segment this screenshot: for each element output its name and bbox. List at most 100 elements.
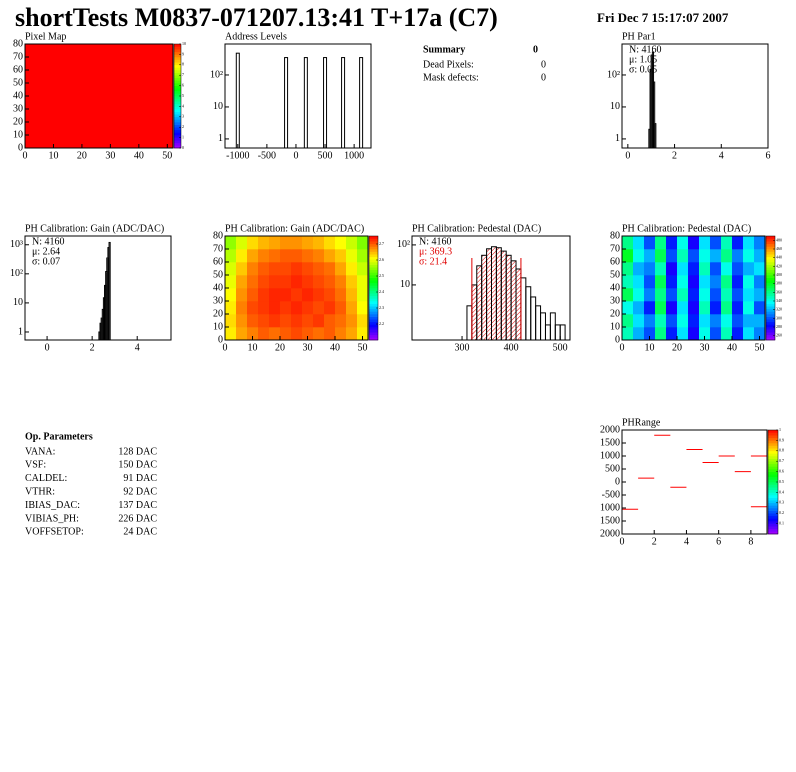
- heatmap-cell: [236, 327, 248, 341]
- y-tick-label: 500: [605, 463, 620, 474]
- stats-line: N: 4160: [32, 236, 65, 247]
- summary-label: Dead Pixels:: [423, 59, 474, 70]
- parameter-value: 24 DAC: [123, 527, 157, 538]
- colorbar-label: 0.9: [779, 437, 784, 442]
- heatmap-cell: [644, 236, 656, 250]
- y-tick-label: 60: [13, 64, 23, 75]
- heatmap-cell: [622, 236, 634, 250]
- heatmap-cell: [247, 249, 259, 263]
- colorbar-step: [768, 458, 778, 462]
- colorbar-step: [174, 111, 181, 115]
- colorbar-step: [174, 90, 181, 94]
- heatmap-cell: [699, 249, 711, 263]
- heatmap-cell: [721, 275, 733, 289]
- heatmap-cell: [688, 275, 700, 289]
- colorbar-step: [174, 109, 181, 112]
- y-tick-label: 40: [213, 282, 223, 293]
- colorbar-step: [768, 430, 778, 433]
- y-tick-label: 40: [610, 282, 620, 293]
- heatmap-cell: [280, 275, 292, 289]
- colorbar-step: [369, 285, 378, 289]
- heatmap-cell: [688, 236, 700, 250]
- stats-line: σ: 21.4: [419, 256, 447, 267]
- heatmap-cell: [291, 262, 303, 276]
- colorbar-step: [768, 440, 778, 444]
- heatmap-cell: [357, 288, 369, 302]
- colorbar-label: 1: [182, 135, 184, 140]
- colorbar-step: [369, 256, 378, 260]
- colorbar-step: [369, 290, 378, 294]
- heatmap-cell: [313, 301, 325, 315]
- y-tick-label: 50: [213, 269, 223, 280]
- page-title: shortTests M0837-071207.13:41 T+17a (C7): [15, 3, 498, 32]
- heatmap-cell: [721, 314, 733, 328]
- histogram-bin: [476, 265, 483, 341]
- colorbar-step: [766, 301, 775, 304]
- y-tick-label: 10²: [607, 69, 620, 80]
- x-tick-label: 30: [105, 150, 115, 161]
- heatmap-cell: [258, 236, 270, 250]
- colorbar-label: 420: [776, 263, 782, 268]
- chart-title: PH Calibration: Gain (ADC/DAC): [225, 223, 364, 234]
- colorbar-step: [766, 251, 775, 255]
- colorbar-step: [766, 293, 775, 297]
- y-tick-label: 10²: [210, 69, 223, 80]
- heatmap-cell: [291, 236, 303, 250]
- heatmap-cell: [225, 301, 237, 315]
- heatmap-cell: [710, 314, 722, 328]
- colorbar-step: [369, 269, 378, 273]
- colorbar-step: [766, 256, 775, 260]
- heatmap-cell: [655, 275, 667, 289]
- x-tick-label: 30: [700, 342, 710, 353]
- colorbar-frame: [368, 235, 379, 341]
- y-tick-label: 1: [615, 133, 620, 144]
- histogram-bin: [486, 248, 492, 341]
- colorbar-step: [768, 500, 778, 504]
- heatmap-cell: [357, 249, 369, 263]
- colorbar-step: [174, 140, 181, 144]
- colorbar-step: [369, 332, 378, 336]
- heatmap-cell: [302, 236, 314, 250]
- heatmap-cell: [346, 314, 358, 328]
- y-tick-label: 10: [213, 101, 223, 112]
- heatmap-cell: [269, 301, 281, 315]
- heatmap-cell: [633, 249, 645, 263]
- heatmap-cell: [291, 288, 303, 302]
- colorbar-step: [768, 443, 778, 446]
- y-tick-label: 2000: [600, 528, 620, 539]
- parameter-value: 150 DAC: [118, 460, 157, 471]
- colorbar-frame: [765, 235, 776, 341]
- heatmap-cell: [302, 275, 314, 289]
- colorbar-step: [768, 466, 778, 470]
- heatmap-cell: [699, 288, 711, 302]
- heatmap-cell: [346, 327, 358, 341]
- heatmap-cell: [622, 314, 634, 328]
- colorbar-step: [766, 329, 775, 333]
- heatmap-cell: [302, 288, 314, 302]
- colorbar-step: [174, 85, 181, 89]
- heatmap-cell: [313, 327, 325, 341]
- heatmap-cell: [269, 249, 281, 263]
- colorbar-step: [768, 471, 778, 475]
- x-tick-label: 40: [330, 342, 340, 353]
- x-tick-label: 300: [455, 342, 470, 353]
- heatmap-cell: [225, 249, 237, 263]
- heatmap-cell: [754, 262, 766, 276]
- heatmap-cell: [644, 288, 656, 302]
- y-tick-label: 0: [615, 476, 620, 487]
- colorbar-step: [768, 526, 778, 530]
- colorbar-step: [768, 435, 778, 439]
- colorbar-step: [766, 238, 775, 242]
- colorbar-step: [766, 332, 775, 336]
- colorbar-step: [766, 272, 775, 276]
- colorbar-step: [766, 311, 775, 315]
- y-tick-label: 1000: [600, 502, 620, 513]
- heatmap-cell: [280, 314, 292, 328]
- heatmap-cell: [324, 314, 336, 328]
- chart-title: Pixel Map: [25, 31, 66, 42]
- parameter-name: IBIAS_DAC:: [25, 500, 80, 511]
- heatmap-cell: [721, 301, 733, 315]
- x-tick-label: 400: [504, 342, 519, 353]
- colorbar-step: [766, 324, 775, 328]
- colorbar-step: [369, 249, 378, 252]
